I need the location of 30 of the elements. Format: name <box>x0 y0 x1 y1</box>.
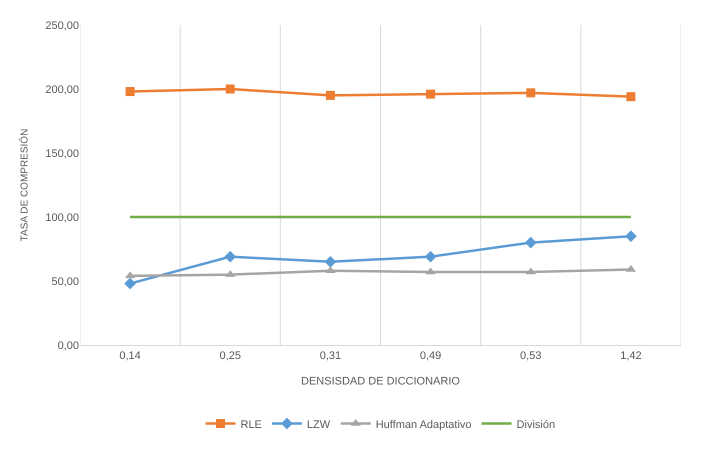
point <box>224 250 236 263</box>
point <box>524 236 537 248</box>
point <box>326 90 335 100</box>
y-axis-title: TASA DE COMPRESIÓN <box>18 128 30 242</box>
point <box>626 92 636 102</box>
legend-label: LZW <box>306 418 331 431</box>
y-tick-label: 200,00 <box>45 84 79 96</box>
point <box>324 256 336 268</box>
legend-label: RLE <box>240 418 262 431</box>
point <box>625 230 637 242</box>
x-tick-label: 0,53 <box>520 350 542 362</box>
point <box>126 87 135 96</box>
x-tick-label: 0,14 <box>119 350 141 362</box>
point <box>226 84 235 94</box>
x-tick-label: 0,49 <box>420 350 442 362</box>
y-tick-label: 250,00 <box>45 20 79 32</box>
y-tick-label: 50,00 <box>51 276 79 288</box>
y-tick-label: 150,00 <box>45 148 79 160</box>
x-tick-label: 0,31 <box>320 350 342 362</box>
y-tick-label: 0,00 <box>58 340 79 352</box>
legend-label: Huffman Adaptativo <box>376 418 472 431</box>
point <box>124 278 136 290</box>
x-axis-title: DENSISDAD DE DICCIONARIO <box>301 375 460 388</box>
y-tick-label: 100,00 <box>45 212 79 224</box>
point <box>526 88 536 98</box>
x-tick-label: 1,42 <box>620 350 642 362</box>
point <box>424 250 436 263</box>
point <box>426 90 436 99</box>
x-tick-label: 0,25 <box>220 350 241 362</box>
legend-label: División <box>516 418 556 431</box>
